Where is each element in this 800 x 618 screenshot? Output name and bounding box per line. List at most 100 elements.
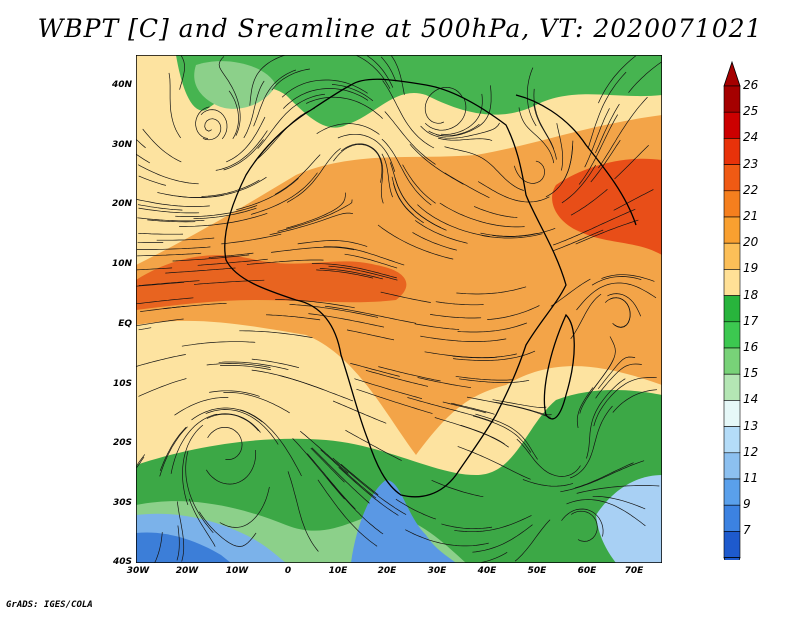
- colorbar-swatch: [723, 478, 741, 506]
- streamline: [168, 72, 181, 139]
- streamline: [317, 479, 378, 547]
- field-red-west: [136, 255, 407, 310]
- streamline: [297, 240, 368, 247]
- streamline: [344, 253, 398, 269]
- lat-label: 10S: [112, 379, 132, 389]
- streamline: [137, 204, 183, 211]
- streamline: [311, 447, 370, 504]
- streamline: [311, 263, 397, 279]
- streamline: [142, 128, 182, 163]
- streamline: [417, 377, 472, 389]
- streamline: [340, 464, 379, 496]
- streamline: [377, 224, 454, 260]
- streamline: [136, 199, 210, 207]
- streamline: [271, 68, 310, 91]
- streamline: [240, 409, 302, 477]
- colorbar-swatch: [723, 242, 741, 270]
- streamline: [570, 293, 602, 340]
- colorbar-label: 21: [743, 209, 759, 223]
- streamline: [170, 413, 218, 474]
- colorbar-label: 24: [743, 130, 759, 145]
- colorbar-swatch: [723, 531, 741, 558]
- streamline: [389, 162, 442, 229]
- streamline: [136, 267, 173, 271]
- streamline: [310, 447, 345, 483]
- colorbar-label: 13: [743, 418, 759, 433]
- streamline: [566, 499, 646, 527]
- streamline: [195, 106, 210, 139]
- streamline: [188, 498, 216, 547]
- streamline: [137, 454, 146, 465]
- streamline: [612, 389, 658, 413]
- streamline: [435, 301, 484, 306]
- streamline: [346, 329, 395, 341]
- streamline: [209, 390, 260, 397]
- lat-label: EQ: [118, 319, 132, 329]
- streamline: [592, 495, 646, 510]
- streamline: [185, 450, 214, 534]
- streamline: [328, 265, 398, 281]
- map-panel: [136, 55, 662, 563]
- streamline: [274, 154, 321, 195]
- streamline: [147, 219, 196, 223]
- lon-label: 20W: [175, 566, 199, 576]
- streamline: [516, 438, 581, 477]
- colorbar-label: 17: [743, 313, 759, 328]
- streamline: [226, 116, 266, 163]
- streamline: [181, 341, 256, 347]
- colorbar-swatch: [723, 216, 741, 244]
- streamline: [332, 457, 407, 515]
- colorbar-swatch: [723, 295, 741, 323]
- streamline: [202, 118, 222, 141]
- streamline: [382, 80, 435, 149]
- lon-label: 20E: [377, 566, 397, 576]
- colorbar-label: 20: [743, 235, 759, 250]
- streamline: [179, 55, 185, 90]
- streamline: [598, 96, 648, 169]
- streamline: [514, 519, 551, 562]
- streamline: [576, 485, 660, 494]
- streamline: [574, 462, 634, 489]
- streamline: [452, 355, 498, 359]
- streamline: [578, 114, 619, 185]
- colorbar-label: 12: [743, 444, 759, 459]
- streamline: [138, 232, 184, 235]
- colorbar-swatch: [723, 426, 741, 454]
- streamline: [391, 176, 414, 216]
- streamline: [518, 107, 555, 164]
- field-red-east: [552, 158, 662, 255]
- streamline: [420, 122, 500, 139]
- streamline: [271, 246, 354, 253]
- streamline: [587, 71, 627, 149]
- streamline: [316, 269, 374, 279]
- lon-label: 30W: [126, 566, 150, 576]
- streamline: [176, 525, 180, 561]
- streamline: [459, 378, 530, 383]
- streamline: [613, 189, 654, 211]
- streamline: [323, 246, 405, 266]
- streamline: [174, 397, 229, 416]
- colorbar-label: 9: [743, 497, 751, 512]
- streamline: [299, 430, 349, 474]
- streamline: [576, 282, 657, 311]
- streamline: [402, 164, 436, 204]
- streamline: [545, 145, 574, 198]
- streamline: [590, 140, 621, 183]
- streamline: [434, 417, 509, 448]
- colorbar-swatch: [723, 321, 741, 349]
- footer-credit: GrADS: IGES/COLA: [6, 600, 93, 610]
- streamline: [381, 153, 393, 198]
- streamline: [333, 144, 383, 183]
- streamline: [586, 378, 626, 459]
- colorbar-swatch: [723, 269, 741, 296]
- streamline: [206, 449, 257, 485]
- colorbar-label: 16: [743, 340, 759, 354]
- streamline: [420, 335, 507, 342]
- streamline: [239, 330, 313, 339]
- streamline: [138, 207, 200, 214]
- lat-label: 30S: [112, 498, 132, 508]
- streamline: [553, 208, 636, 246]
- streamline: [331, 84, 374, 102]
- streamline: [136, 281, 185, 287]
- streamline: [440, 93, 483, 135]
